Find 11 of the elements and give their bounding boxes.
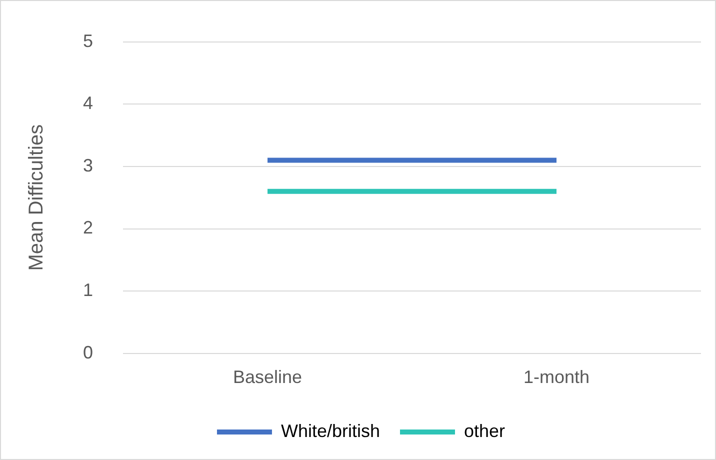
y-axis-title: Mean Difficulties — [26, 124, 48, 271]
legend-label: White/british — [280, 420, 380, 441]
y-tick-label: 3 — [82, 155, 94, 176]
y-tick-label: 5 — [82, 30, 94, 51]
y-tick-label: 4 — [82, 93, 94, 114]
y-tick-label: 0 — [82, 342, 94, 362]
x-tick-label: Baseline — [232, 367, 302, 388]
x-tick-label: 1-month — [523, 367, 590, 388]
y-tick-label: 2 — [82, 218, 94, 238]
y-tick-label: 1 — [82, 280, 94, 300]
legend-label: other — [464, 420, 506, 441]
